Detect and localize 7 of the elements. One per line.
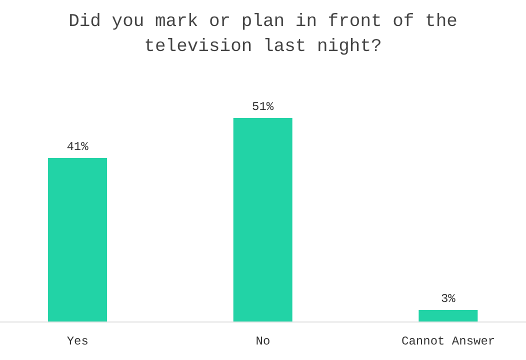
- x-tick-label: Yes: [66, 334, 88, 349]
- data-label: 41%: [66, 140, 90, 154]
- data-label: 51%: [252, 100, 274, 114]
- data-label: 3%: [440, 292, 456, 306]
- chart-title: Did you mark or plan in front of the television last night?: [68, 11, 458, 59]
- x-tick-label: No: [256, 334, 270, 349]
- x-tick-label: Cannot Answer: [402, 334, 496, 349]
